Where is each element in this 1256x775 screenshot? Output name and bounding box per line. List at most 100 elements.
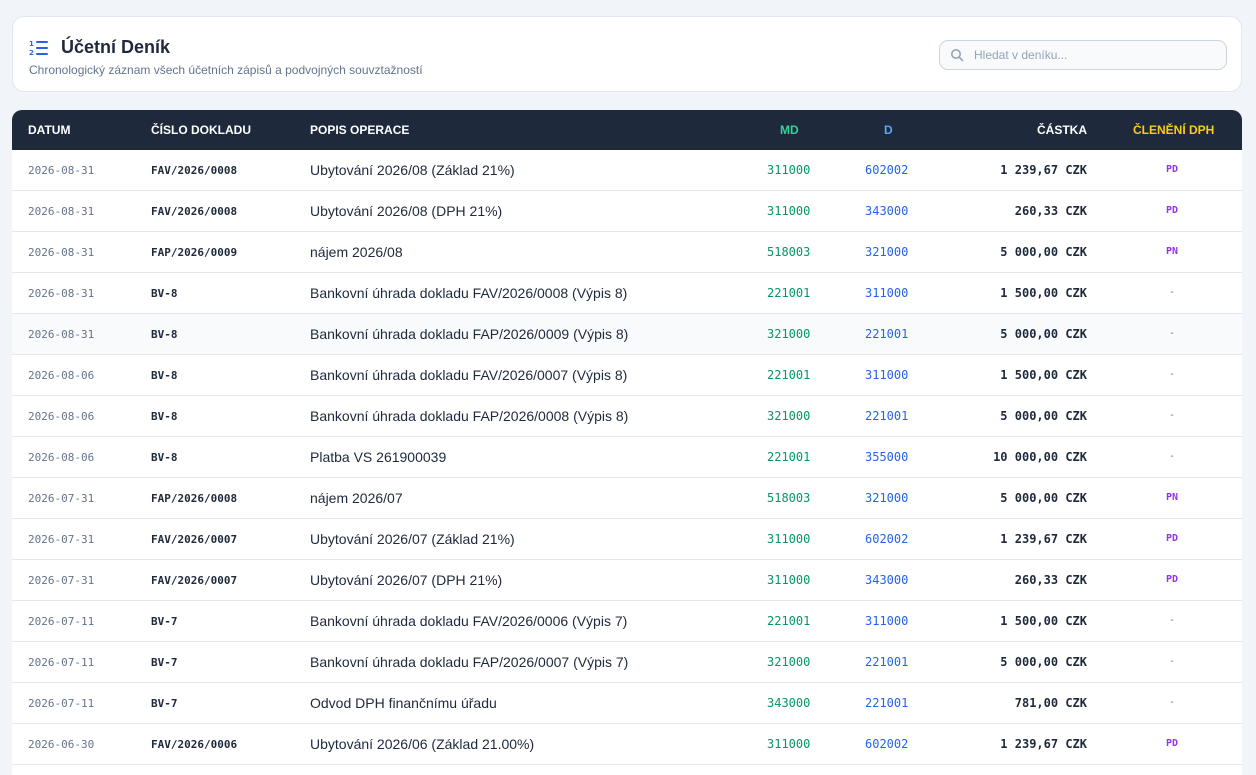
table-row[interactable]: 2026-07-11 BV-7 Bankovní úhrada dokladu FA…: [12, 642, 1242, 683]
cell-date: 2026-08-06: [28, 369, 95, 382]
cell-vat-badge: PD: [1165, 574, 1179, 585]
cell-vat-badge: PD: [1165, 738, 1179, 749]
cell-vat-badge: -: [1168, 697, 1176, 708]
cell-doc-number: FAV/2026/0007: [151, 533, 238, 546]
table-row[interactable]: 2026-08-31 FAV/2026/0008 Ubytování 2026/08…: [12, 150, 1242, 191]
cell-description: Ubytování 2026/07 (Základ 21%): [310, 531, 515, 547]
cell-d-account: 311000: [865, 614, 909, 628]
cell-md-account: 311000: [767, 737, 811, 751]
ordered-list-icon: 1 2: [29, 40, 48, 57]
cell-vat-badge: -: [1168, 615, 1176, 626]
cell-md-account: 321000: [767, 655, 811, 669]
column-header-d[interactable]: D: [884, 123, 893, 137]
column-header-vat[interactable]: ČLENĚNÍ DPH: [1133, 123, 1215, 137]
cell-date: 2026-08-31: [28, 287, 95, 300]
column-header-doc[interactable]: ČÍSLO DOKLADU: [151, 123, 251, 137]
cell-d-account: 602002: [865, 737, 909, 751]
cell-vat-badge: -: [1168, 451, 1176, 462]
table-row[interactable]: 2026-07-31 FAV/2026/0007 Ubytování 2026/07…: [12, 560, 1242, 601]
cell-date: 2026-08-06: [28, 451, 95, 464]
cell-md-account: 311000: [767, 532, 811, 546]
cell-md-account: 221001: [767, 450, 811, 464]
cell-md-account: 311000: [767, 573, 811, 587]
table-row[interactable]: 2026-08-31 BV-8 Bankovní úhrada dokladu FA…: [12, 314, 1242, 355]
table-row[interactable]: 2026-07-11 BV-7 Bankovní úhrada dokladu FA…: [12, 601, 1242, 642]
cell-d-account: 221001: [865, 327, 909, 341]
journal-header-card: 1 2 Účetní Deník Chronologický záznam vš…: [12, 16, 1242, 92]
cell-md-account: 321000: [767, 327, 811, 341]
table-row[interactable]: 2026-07-31 FAP/2026/0008 nájem 2026/07 5180…: [12, 478, 1242, 519]
cell-doc-number: FAP/2026/0009: [151, 246, 238, 259]
cell-d-account: 321000: [865, 245, 909, 259]
table-row[interactable]: 2026-08-06 BV-8 Bankovní úhrada dokladu FA…: [12, 355, 1242, 396]
cell-description: Bankovní úhrada dokladu FAP/2026/0009 (V…: [310, 326, 629, 342]
cell-date: 2026-07-31: [28, 492, 95, 505]
table-body: 2026-08-31 FAV/2026/0008 Ubytování 2026/08…: [12, 150, 1242, 765]
cell-date: 2026-08-31: [28, 246, 95, 259]
cell-amount: 1 239,67 CZK: [1000, 532, 1087, 546]
cell-doc-number: FAP/2026/0008: [151, 492, 238, 505]
table-row[interactable]: 2026-07-31 FAV/2026/0007 Ubytování 2026/07…: [12, 519, 1242, 560]
cell-description: Ubytování 2026/08 (Základ 21%): [310, 162, 515, 178]
cell-doc-number: FAV/2026/0008: [151, 164, 238, 177]
cell-description: Ubytování 2026/06 (Základ 21.00%): [310, 736, 535, 752]
cell-date: 2026-06-30: [28, 738, 95, 751]
cell-description: Bankovní úhrada dokladu FAV/2026/0006 (V…: [310, 613, 628, 629]
cell-date: 2026-07-11: [28, 697, 95, 710]
cell-md-account: 321000: [767, 409, 811, 423]
cell-d-account: 311000: [865, 368, 909, 382]
cell-description: Bankovní úhrada dokladu FAV/2026/0008 (V…: [310, 285, 628, 301]
table-row[interactable]: 2026-08-06 BV-8 Bankovní úhrada dokladu FA…: [12, 396, 1242, 437]
table-header: DATUM ČÍSLO DOKLADU POPIS OPERACE MD D Č…: [12, 110, 1242, 150]
cell-amount: 260,33 CZK: [1014, 204, 1087, 218]
cell-description: nájem 2026/08: [310, 244, 403, 260]
column-header-desc[interactable]: POPIS OPERACE: [310, 123, 410, 137]
cell-doc-number: BV-7: [151, 656, 178, 669]
cell-amount: 5 000,00 CZK: [1000, 409, 1087, 423]
cell-amount: 1 239,67 CZK: [1000, 163, 1087, 177]
cell-amount: 5 000,00 CZK: [1000, 655, 1087, 669]
cell-amount: 1 500,00 CZK: [1000, 614, 1087, 628]
table-row[interactable]: 2026-07-11 BV-7 Odvod DPH finančnímu úřadu…: [12, 683, 1242, 724]
cell-md-account: 221001: [767, 286, 811, 300]
table-row[interactable]: 2026-08-31 FAP/2026/0009 nájem 2026/08 5180…: [12, 232, 1242, 273]
cell-md-account: 311000: [767, 204, 811, 218]
cell-vat-badge: PD: [1165, 533, 1179, 544]
cell-amount: 10 000,00 CZK: [993, 450, 1087, 464]
cell-d-account: 221001: [865, 409, 909, 423]
cell-description: Platba VS 261900039: [310, 449, 447, 465]
cell-date: 2026-08-31: [28, 164, 95, 177]
cell-md-account: 311000: [767, 163, 811, 177]
table-row[interactable]: 2026-08-31 FAV/2026/0008 Ubytování 2026/08…: [12, 191, 1242, 232]
cell-doc-number: BV-8: [151, 328, 178, 341]
cell-doc-number: BV-8: [151, 287, 178, 300]
cell-vat-badge: -: [1168, 410, 1176, 421]
cell-date: 2026-08-31: [28, 328, 95, 341]
table-row[interactable]: 2026-08-31 BV-8 Bankovní úhrada dokladu FA…: [12, 273, 1242, 314]
cell-d-account: 311000: [865, 286, 909, 300]
cell-d-account: 343000: [865, 573, 909, 587]
page-title: Účetní Deník: [61, 37, 171, 57]
journal-table: DATUM ČÍSLO DOKLADU POPIS OPERACE MD D Č…: [12, 110, 1242, 775]
page-subtitle: Chronologický záznam všech účetních zápi…: [29, 63, 423, 77]
cell-d-account: 602002: [865, 163, 909, 177]
cell-date: 2026-07-11: [28, 656, 95, 669]
cell-vat-badge: -: [1168, 369, 1176, 380]
cell-doc-number: BV-8: [151, 451, 178, 464]
svg-text:2: 2: [29, 49, 34, 57]
search-box[interactable]: [939, 40, 1227, 70]
cell-date: 2026-07-31: [28, 533, 95, 546]
cell-md-account: 221001: [767, 368, 811, 382]
search-input[interactable]: [974, 48, 1214, 62]
cell-amount: 1 239,67 CZK: [1000, 737, 1087, 751]
table-row[interactable]: 2026-06-30 FAV/2026/0006 Ubytování 2026/06…: [12, 724, 1242, 765]
cell-description: Bankovní úhrada dokladu FAP/2026/0008 (V…: [310, 408, 629, 424]
cell-amount: 1 500,00 CZK: [1000, 368, 1087, 382]
table-row[interactable]: 2026-08-06 BV-8 Platba VS 261900039 221001 3…: [12, 437, 1242, 478]
column-header-md[interactable]: MD: [780, 123, 799, 137]
svg-text:1: 1: [29, 40, 34, 48]
column-header-date[interactable]: DATUM: [28, 123, 71, 137]
cell-doc-number: BV-7: [151, 697, 178, 710]
column-header-amount[interactable]: ČÁSTKA: [1037, 123, 1087, 137]
cell-doc-number: FAV/2026/0007: [151, 574, 238, 587]
